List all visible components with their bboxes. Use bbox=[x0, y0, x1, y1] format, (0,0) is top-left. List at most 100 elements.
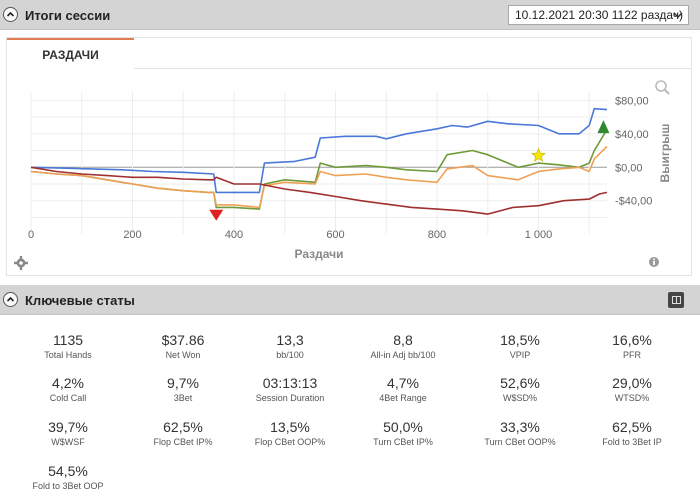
stat-item: 52,6% W$SD% bbox=[462, 375, 578, 404]
stat-item: 8,8 All-in Adj bb/100 bbox=[345, 332, 461, 361]
stat-item: 62,5% Flop CBet IP% bbox=[125, 419, 241, 448]
key-stats-title: Ключевые статы bbox=[25, 293, 135, 308]
stat-value: $37.86 bbox=[161, 332, 205, 348]
tab-hands[interactable]: РАЗДАЧИ bbox=[7, 38, 134, 69]
stat-value: 8,8 bbox=[393, 332, 413, 348]
stat-value: 62,5% bbox=[612, 419, 652, 435]
x-axis-label: Раздачи bbox=[295, 247, 344, 261]
stat-label: Fold to 3Bet IP bbox=[602, 437, 662, 447]
session-title: Итоги сессии bbox=[25, 8, 111, 23]
stat-item: 33,3% Turn CBet OOP% bbox=[462, 419, 578, 448]
winnings-chart: 0 200 400 600 800 1 000 $80,00 $40,00 $0,00 -$40… bbox=[14, 80, 672, 270]
session-select[interactable]: 10.12.2021 20:30 1122 раздач) bbox=[508, 5, 689, 25]
stat-item: 39,7% W$WSF bbox=[10, 419, 126, 448]
stat-label: PFR bbox=[623, 350, 641, 360]
stats-grid: 1135 Total Hands $37.86 Net Won 13,3 bb/100 8,… bbox=[0, 322, 700, 501]
yellow-star-marker bbox=[531, 147, 546, 162]
collapse-session-button[interactable] bbox=[3, 7, 18, 22]
stat-item: 4,7% 4Bet Range bbox=[345, 375, 461, 404]
stat-label: 4Bet Range bbox=[379, 393, 427, 403]
y-tick-label: $80,00 bbox=[615, 95, 649, 107]
stat-label: Session Duration bbox=[255, 393, 325, 403]
stat-label: Turn CBet IP% bbox=[373, 437, 433, 447]
stat-value: 03:13:13 bbox=[262, 375, 318, 391]
x-tick-label: 600 bbox=[326, 229, 344, 241]
stat-value: 13,5% bbox=[270, 419, 310, 435]
x-tick-label: 200 bbox=[123, 229, 141, 241]
stat-item: 62,5% Fold to 3Bet IP bbox=[574, 419, 690, 448]
x-axis-ticks: 0 200 400 600 800 1 000 bbox=[28, 229, 552, 241]
stat-label: Net Won bbox=[165, 350, 201, 360]
y-tick-label: $0,00 bbox=[615, 162, 643, 174]
stat-item: 03:13:13 Session Duration bbox=[232, 375, 348, 404]
gear-icon[interactable] bbox=[14, 256, 28, 270]
zoom-icon[interactable] bbox=[655, 80, 670, 95]
stat-item: 54,5% Fold to 3Bet OOP bbox=[10, 463, 126, 492]
chart-series bbox=[30, 107, 608, 215]
x-tick-label: 0 bbox=[28, 229, 34, 241]
stat-value: 33,3% bbox=[500, 419, 540, 435]
tab-divider bbox=[134, 68, 691, 69]
series-line-0 bbox=[30, 107, 608, 194]
y-axis-ticks: $80,00 $40,00 $0,00 -$40,00 bbox=[615, 95, 652, 207]
stat-label: VPIP bbox=[509, 350, 531, 360]
info-icon[interactable] bbox=[649, 257, 659, 267]
collapse-stats-button[interactable] bbox=[3, 292, 18, 307]
stat-item: 13,5% Flop CBet OOP% bbox=[232, 419, 348, 448]
series-line-2 bbox=[30, 145, 608, 209]
chart-grid bbox=[30, 92, 607, 234]
stat-item: 18,5% VPIP bbox=[462, 332, 578, 361]
stat-value: 54,5% bbox=[48, 463, 88, 479]
chevron-up-icon bbox=[6, 11, 15, 17]
stat-label: bb/100 bbox=[276, 350, 304, 360]
chart-panel: РАЗДАЧИ 0 200 400 600 800 1 000 $80,00 $40,00 $… bbox=[6, 37, 692, 276]
series-line-3 bbox=[30, 166, 608, 215]
stat-label: Cold Call bbox=[49, 393, 87, 403]
stat-label: Flop CBet OOP% bbox=[254, 437, 326, 447]
stat-label: All-in Adj bb/100 bbox=[370, 350, 436, 360]
stat-value: 1135 bbox=[52, 332, 84, 348]
stat-label: 3Bet bbox=[173, 393, 193, 403]
key-stats-bar: Ключевые статы bbox=[0, 285, 700, 315]
y-tick-label: -$40,00 bbox=[615, 196, 652, 208]
stat-item: 9,7% 3Bet bbox=[125, 375, 241, 404]
chevron-up-icon bbox=[6, 296, 15, 302]
stat-label: Flop CBet IP% bbox=[153, 437, 213, 447]
stat-value: 52,6% bbox=[500, 375, 540, 391]
stat-label: W$WSF bbox=[51, 437, 85, 447]
stat-item: 1135 Total Hands bbox=[10, 332, 126, 361]
stat-item: 16,6% PFR bbox=[574, 332, 690, 361]
stat-label: WTSD% bbox=[614, 393, 650, 403]
stat-value: 13,3 bbox=[276, 332, 304, 348]
stat-value: 9,7% bbox=[167, 375, 199, 391]
red-triangle-marker bbox=[209, 209, 224, 221]
stat-item: $37.86 Net Won bbox=[125, 332, 241, 361]
session-select-value: 10.12.2021 20:30 1122 раздач) bbox=[515, 8, 684, 22]
session-summary-bar: Итоги сессии 10.12.2021 20:30 1122 разда… bbox=[0, 0, 700, 30]
stat-value: 62,5% bbox=[163, 419, 203, 435]
stat-value: 50,0% bbox=[383, 419, 423, 435]
layout-toggle-button[interactable] bbox=[668, 292, 684, 308]
stat-value: 4,7% bbox=[387, 375, 419, 391]
stat-value: 18,5% bbox=[500, 332, 540, 348]
stat-label: Total Hands bbox=[44, 350, 92, 360]
y-axis-label: Выигрыш bbox=[658, 124, 672, 183]
stat-label: Fold to 3Bet OOP bbox=[32, 481, 104, 491]
stat-value: 4,2% bbox=[52, 375, 84, 391]
stat-item: 4,2% Cold Call bbox=[10, 375, 126, 404]
stat-item: 13,3 bb/100 bbox=[232, 332, 348, 361]
x-tick-label: 400 bbox=[225, 229, 243, 241]
y-tick-label: $40,00 bbox=[615, 129, 649, 141]
x-tick-label: 800 bbox=[428, 229, 446, 241]
stat-value: 29,0% bbox=[612, 375, 652, 391]
x-tick-label: 1 000 bbox=[525, 229, 553, 241]
stat-label: W$SD% bbox=[502, 393, 537, 403]
stat-item: 29,0% WTSD% bbox=[574, 375, 690, 404]
stat-item: 50,0% Turn CBet IP% bbox=[345, 419, 461, 448]
green-triangle-marker bbox=[597, 120, 610, 134]
chart-markers bbox=[209, 120, 610, 221]
chevron-down-icon bbox=[673, 12, 683, 19]
stat-value: 39,7% bbox=[48, 419, 88, 435]
stat-value: 16,6% bbox=[612, 332, 652, 348]
stat-label: Turn CBet OOP% bbox=[484, 437, 556, 447]
